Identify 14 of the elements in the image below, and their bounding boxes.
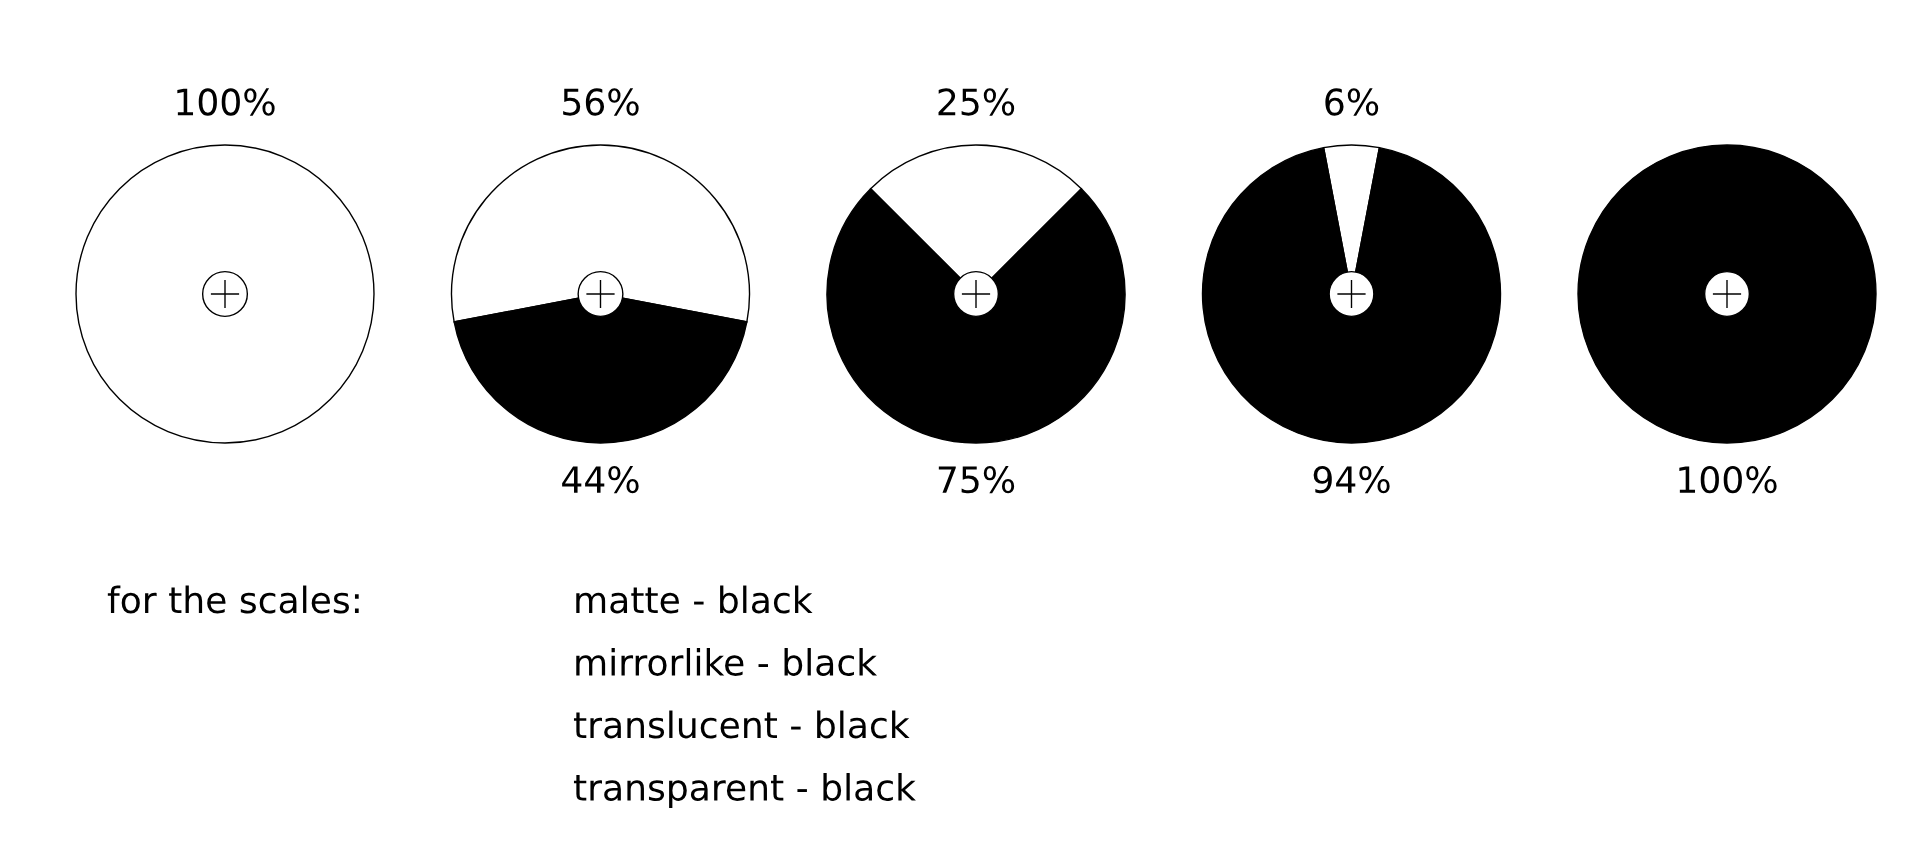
data-label: 100% [1679,465,1777,494]
text: for the scales: [107,585,359,614]
data-label: 25% [938,88,1015,116]
data-label: 100% [177,88,275,116]
pie-slice [1201,146,1502,444]
data-label: 94% [1313,465,1390,494]
text: matte - black [576,585,813,614]
data-label: 75% [938,465,1015,494]
text: transparent - black [573,773,916,808]
data-label: 44% [562,465,639,494]
data-label: 56% [563,88,639,116]
text: mirrorlike - black [576,648,878,676]
data-label: 6% [1325,88,1379,116]
text: translucent - black [573,710,910,739]
